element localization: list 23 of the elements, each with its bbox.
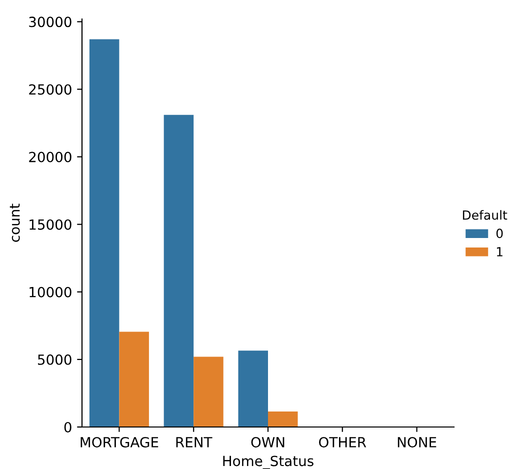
y-tick-label: 10000: [30, 286, 72, 298]
bar: [89, 39, 120, 427]
y-axis-title: count: [10, 204, 20, 242]
x-tick-label: RENT: [176, 437, 212, 448]
y-tick-label: 25000: [29, 84, 72, 95]
bar: [238, 350, 268, 427]
legend-label: 1: [496, 247, 502, 256]
bar: [119, 332, 149, 427]
y-tick-label: 5000: [38, 354, 72, 365]
bar: [164, 114, 194, 427]
x-tick-label: OWN: [251, 436, 284, 448]
y-tick-label: 15000: [30, 219, 72, 230]
x-axis-title: Home_Status: [223, 456, 314, 469]
x-tick-label: NONE: [398, 436, 436, 448]
x-tick-label: OTHER: [319, 436, 366, 448]
legend-label: 0: [496, 228, 503, 238]
y-tick-label: 30000: [29, 16, 72, 28]
x-tick-label: MORTGAGE: [80, 436, 158, 448]
y-tick-label: 20000: [29, 152, 72, 162]
legend-title: Default: [462, 210, 508, 220]
y-tick-label: 0: [64, 422, 72, 432]
bar: [194, 356, 224, 427]
bar: [268, 411, 298, 427]
